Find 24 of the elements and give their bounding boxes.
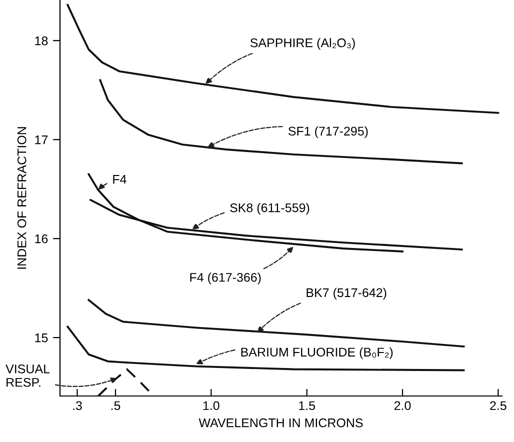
annotation: F4 (617-366) <box>190 272 261 284</box>
x-axis-title: WAVELENGTH IN MICRONS <box>198 418 363 428</box>
line-series <box>66 4 500 114</box>
annotation: BARIUM FLUORIDE (B₀F₂) <box>241 347 393 360</box>
annotation: F4 <box>113 174 126 184</box>
annotation: VISUAL RESP. <box>6 364 50 387</box>
annotation: SK8 (611-559) <box>230 203 310 215</box>
line-series <box>99 79 463 164</box>
annotation: SF1 (717-295) <box>288 126 368 138</box>
line-series <box>88 298 465 348</box>
annotation: BK7 (517-642) <box>306 288 386 300</box>
y-tick-label: 18 <box>35 36 48 46</box>
x-tick-label: 2.0 <box>394 401 411 410</box>
y-tick-label: 15 <box>35 334 48 342</box>
x-tick-label: 1.5 <box>299 401 315 410</box>
line-series <box>66 326 465 372</box>
x-tick-label: 1.0 <box>203 401 220 410</box>
y-tick-label: 16 <box>35 234 48 244</box>
x-tick-label: 2.5 <box>490 401 506 410</box>
x-tick-label: .3 <box>73 401 82 410</box>
x-tick-label: .5 <box>111 401 120 410</box>
y-tick-label: 17 <box>35 136 48 144</box>
y-axis-title: INDEX OF REFRACTION <box>17 127 26 269</box>
annotation: SAPPHIRE (Al₂O₃) <box>250 38 355 50</box>
